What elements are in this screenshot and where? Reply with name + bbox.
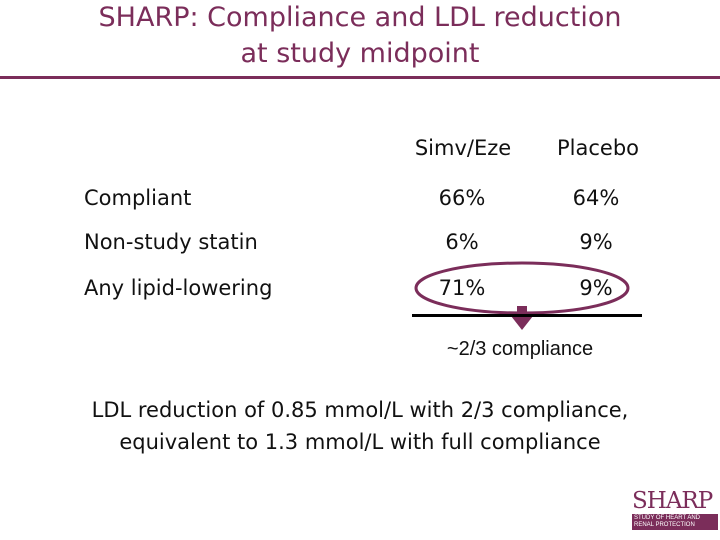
row-label-any-lipid-lowering: Any lipid-lowering	[84, 276, 273, 300]
cell-any-lipid-lowering-simv-eze: 71%	[438, 276, 486, 300]
row-label-compliant: Compliant	[84, 186, 192, 210]
down-arrow-icon	[511, 306, 533, 330]
logo-wordmark: SHARP	[632, 488, 713, 514]
title-line-1: SHARP: Compliance and LDL reduction	[98, 2, 622, 33]
column-header-simv-eze: Simv/Eze	[414, 136, 512, 160]
summary-rule	[412, 314, 642, 317]
conclusion-text: LDL reduction of 0.85 mmol/L with 2/3 co…	[30, 394, 690, 458]
cell-any-lipid-lowering-placebo: 9%	[579, 276, 613, 300]
cell-compliant-placebo: 64%	[572, 186, 620, 210]
column-header-placebo: Placebo	[556, 136, 639, 160]
title-underline	[0, 76, 720, 79]
row-label-non-study-statin: Non-study statin	[84, 230, 258, 254]
logo-band-line-1: STUDY OF HEART AND	[634, 515, 701, 521]
highlight-ellipse	[414, 261, 630, 315]
conclusion-line-2: equivalent to 1.3 mmol/L with full compl…	[119, 430, 601, 454]
title-line-2: at study midpoint	[240, 38, 480, 69]
logo-band: STUDY OF HEART AND RENAL PROTECTION	[632, 514, 718, 530]
sharp-logo: SHARP STUDY OF HEART AND RENAL PROTECTIO…	[632, 488, 718, 538]
logo-band-line-2: RENAL PROTECTION	[634, 522, 695, 528]
cell-compliant-simv-eze: 66%	[438, 186, 486, 210]
conclusion-line-1: LDL reduction of 0.85 mmol/L with 2/3 co…	[91, 398, 629, 422]
cell-non-study-statin-placebo: 9%	[579, 230, 613, 254]
slide-title: SHARP: Compliance and LDL reduction at s…	[40, 0, 680, 72]
cell-non-study-statin-simv-eze: 6%	[445, 230, 479, 254]
compliance-annotation: ~2/3 compliance	[446, 338, 594, 360]
